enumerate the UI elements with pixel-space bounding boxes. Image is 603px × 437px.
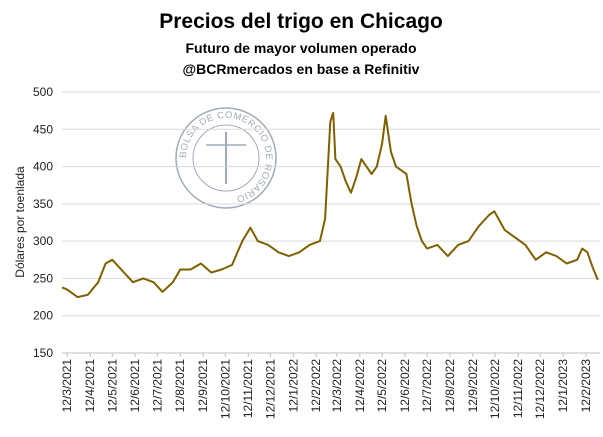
x-tick-label: 12/4/2021: [83, 359, 97, 413]
y-tick-label: 250: [33, 271, 53, 285]
chart-source: @BCRmercados en base a Refinitiv: [183, 61, 420, 77]
x-tick-label: 12/12/2021: [263, 359, 277, 419]
x-tick-label: 12/10/2022: [488, 359, 502, 419]
y-tick-label: 350: [33, 197, 53, 211]
y-axis-label: Dólares por toenlada: [13, 166, 27, 278]
y-tick-label: 300: [33, 234, 53, 248]
x-tick-label: 12/9/2022: [466, 359, 480, 413]
y-tick-label: 200: [33, 309, 53, 323]
seal-inner: [192, 124, 260, 192]
x-tick-label: 12/8/2021: [173, 359, 187, 413]
x-tick-label: 12/10/2021: [218, 359, 232, 419]
x-tick-label: 12/12/2022: [533, 359, 547, 419]
x-tick-label: 12/2/2023: [579, 359, 593, 413]
watermark: BOLSA DE COMERCIO DE ROSARIO: [175, 107, 277, 209]
chart-subtitle: Futuro de mayor volumen operado: [185, 40, 416, 56]
x-tick-label: 12/7/2022: [420, 359, 434, 413]
x-tick-label: 12/5/2022: [375, 359, 389, 413]
x-tick-label: 12/7/2021: [150, 359, 164, 413]
x-tick-label: 12/5/2021: [105, 359, 119, 413]
x-tick-label: 12/2/2022: [309, 359, 323, 413]
x-tick-label: 12/6/2021: [128, 359, 142, 413]
x-tick-label: 12/1/2022: [286, 359, 300, 413]
x-tick-label: 12/3/2021: [60, 359, 74, 413]
chart-title: Precios del trigo en Chicago: [159, 10, 443, 33]
y-tick-label: 450: [33, 122, 53, 136]
price-line: [61, 111, 599, 299]
seal-ring: [175, 107, 277, 209]
x-tick-label: 12/4/2022: [353, 359, 367, 413]
y-tick-label: 500: [33, 85, 53, 99]
x-tick-label: 12/11/2022: [511, 359, 525, 418]
x-tick-label: 12/9/2021: [196, 359, 210, 413]
x-tick-label: 12/11/2021: [241, 359, 255, 418]
x-tick-label: 12/3/2022: [330, 359, 344, 413]
y-tick-label: 400: [33, 160, 53, 174]
x-tick-label: 12/1/2023: [556, 359, 570, 413]
x-tick-label: 12/8/2022: [443, 359, 457, 413]
x-tick-label: 12/6/2022: [398, 359, 412, 413]
y-tick-label: 150: [33, 346, 53, 360]
